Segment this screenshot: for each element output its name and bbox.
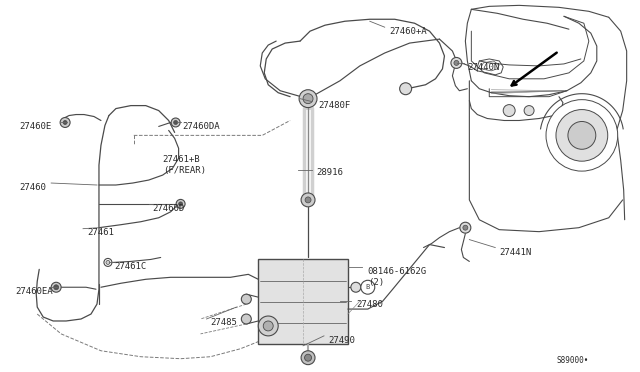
Text: 27460+A: 27460+A [390,27,428,36]
Circle shape [241,314,252,324]
Circle shape [60,118,70,128]
Circle shape [171,118,180,127]
Circle shape [399,83,412,95]
Circle shape [173,121,178,125]
Circle shape [451,57,462,68]
Circle shape [176,199,185,208]
Circle shape [263,321,273,331]
Circle shape [179,202,182,206]
Circle shape [305,354,312,361]
Circle shape [305,197,311,203]
Circle shape [241,294,252,304]
Circle shape [104,259,112,266]
Text: 27460: 27460 [19,183,46,192]
Circle shape [303,94,313,104]
Circle shape [63,121,67,125]
Circle shape [503,105,515,116]
Circle shape [106,260,110,264]
Text: 27460DA: 27460DA [182,122,220,131]
Text: 27441N: 27441N [499,247,531,257]
Circle shape [301,351,315,365]
Circle shape [351,282,361,292]
Circle shape [259,316,278,336]
Text: 27480F: 27480F [318,101,350,110]
Text: 27440N: 27440N [467,63,500,72]
Text: B: B [365,284,370,290]
Text: 27485: 27485 [211,318,237,327]
Circle shape [546,100,618,171]
Text: 27480: 27480 [356,300,383,309]
Circle shape [568,122,596,149]
Circle shape [463,225,468,230]
Text: 27460EA: 27460EA [15,287,53,296]
Text: 08146-6162G
(2): 08146-6162G (2) [368,267,427,288]
Text: 27461: 27461 [87,228,114,237]
Circle shape [524,106,534,116]
Text: 27460D: 27460D [153,204,185,213]
Circle shape [361,280,375,294]
Text: 28916: 28916 [316,168,343,177]
Circle shape [51,282,61,292]
Circle shape [454,60,459,65]
Text: 27490: 27490 [328,336,355,345]
Text: S89000•: S89000• [557,356,589,365]
Circle shape [54,285,59,290]
Circle shape [460,222,471,233]
Circle shape [299,90,317,108]
Circle shape [301,193,315,207]
Text: 27461+B
(F/REAR): 27461+B (F/REAR) [163,155,205,175]
Text: 27461C: 27461C [114,262,146,272]
Circle shape [556,110,608,161]
Text: 27460E: 27460E [19,122,52,131]
FancyBboxPatch shape [259,259,348,344]
